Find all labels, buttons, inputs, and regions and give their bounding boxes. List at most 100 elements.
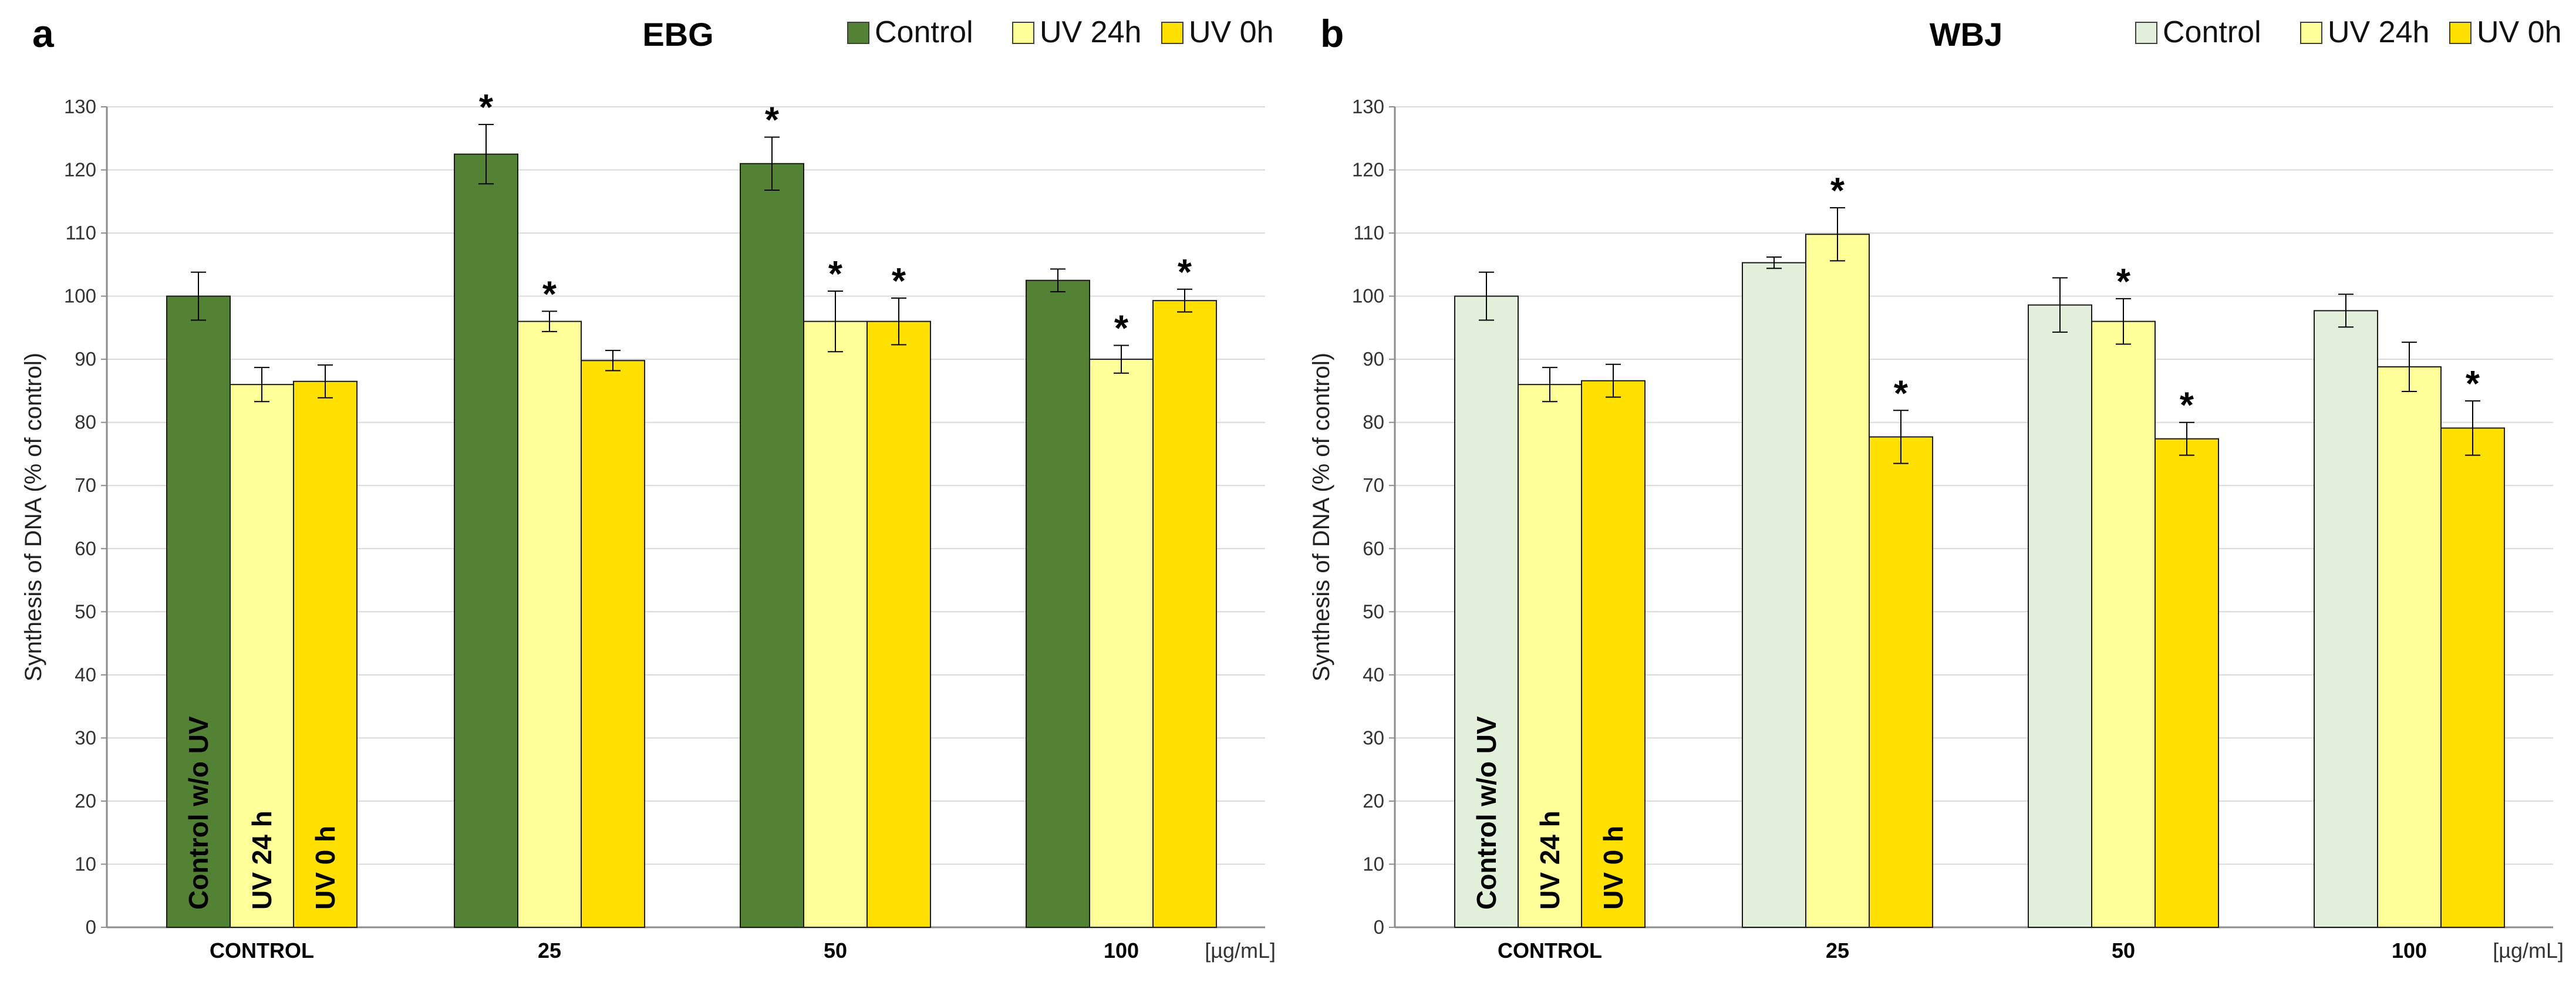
y-tick-label: 0	[1374, 916, 1384, 938]
bar-25-control	[1742, 262, 1806, 928]
bar-25-uv-0h	[1869, 436, 1933, 928]
significance-star: *	[2180, 386, 2194, 426]
x-category-label: CONTROL	[210, 938, 314, 963]
bar-50-uv-0h	[2154, 438, 2219, 928]
chart-svg-a: 0 10 20 30 40 50 60 70 80 90 100 110 120 130 Synthesis…	[21, 12, 1276, 963]
legend-label-uv-24h: UV 24h	[1040, 15, 1141, 49]
bar-25-control	[454, 153, 518, 928]
bar-100-uv-0h	[1152, 300, 1217, 928]
bar-50-uv-24h	[803, 320, 868, 928]
legend: Control UV 24h UV 0h	[2135, 15, 2562, 49]
bar-control-uv-0h	[1581, 380, 1646, 928]
y-tick-label: 40	[75, 664, 96, 686]
bar-50-control	[740, 163, 804, 928]
bar-50-uv-24h	[2091, 320, 2156, 928]
bar-control-control	[1454, 295, 1519, 928]
chart-panel-b: 0 10 20 30 40 50 60 70 80 90 100 110 120 130 Synthesis…	[1288, 0, 2576, 986]
y-axis-label: Synthesis of DNA (% of control)	[21, 353, 46, 681]
y-tick-label: 80	[75, 411, 96, 433]
significance-star: *	[2466, 364, 2480, 404]
legend-label-control: Control	[2163, 15, 2261, 49]
y-tick-label: 10	[75, 853, 96, 874]
significance-star: *	[542, 274, 557, 315]
y-tick-label: 70	[1363, 474, 1384, 496]
y-tick-label: 50	[1363, 600, 1384, 622]
x-category-label: 50	[2112, 938, 2135, 963]
y-tick-label: 30	[1363, 727, 1384, 748]
bar-100-uv-24h	[1089, 359, 1154, 928]
y-tick-label: 110	[1353, 222, 1384, 244]
bar-inner-label: UV 24 h	[247, 811, 277, 910]
y-tick-label: 120	[64, 159, 96, 181]
x-category-label: 25	[538, 938, 561, 963]
bar-control-uv-24h	[1518, 384, 1582, 928]
y-tick-label: 80	[1363, 411, 1384, 433]
y-tick-label: 0	[86, 916, 96, 938]
y-tick-label: 120	[1352, 159, 1384, 181]
y-tick-label: 60	[1363, 538, 1384, 559]
legend-label-uv-24h: UV 24h	[2328, 15, 2429, 49]
y-tick-label: 100	[1352, 285, 1384, 307]
significance-star: *	[1894, 373, 1909, 414]
panel-letter: b	[1320, 12, 1344, 55]
legend-swatch-control	[847, 22, 869, 44]
bar-inner-label: Control w/o UV	[183, 716, 214, 910]
y-tick-label: 110	[65, 222, 96, 244]
bar-inner-label: Control w/o UV	[1471, 716, 1502, 910]
legend-label-uv-0h: UV 0h	[2477, 15, 2562, 49]
bar-25-uv-24h	[1805, 234, 1870, 928]
chart-svg-b: 0 10 20 30 40 50 60 70 80 90 100 110 120 130 Synthesis…	[1309, 12, 2564, 963]
significance-star: *	[2116, 262, 2131, 302]
bar-50-control	[2028, 304, 2092, 928]
x-unit-label: [µg/mL]	[1205, 938, 1276, 963]
legend-swatch-uv-0h	[1161, 22, 1184, 44]
significance-star: *	[765, 100, 780, 141]
legend-swatch-uv-24h	[1012, 22, 1034, 44]
bar-100-uv-24h	[2377, 366, 2442, 928]
legend-swatch-uv-24h	[2300, 22, 2322, 44]
bar-inner-label: UV 24 h	[1535, 811, 1565, 910]
significance-star: *	[1178, 252, 1192, 293]
x-category-label: 100	[2392, 938, 2427, 963]
significance-star: *	[479, 87, 494, 128]
legend-label-control: Control	[875, 15, 973, 49]
y-tick-label: 20	[75, 790, 96, 812]
bar-25-uv-24h	[517, 320, 582, 928]
significance-star: *	[1830, 171, 1845, 211]
y-tick-label: 90	[1363, 348, 1384, 370]
y-tick-label: 90	[75, 348, 96, 370]
y-tick-label: 20	[1363, 790, 1384, 812]
legend: Control UV 24h UV 0h	[847, 15, 1274, 49]
significance-star: *	[1114, 308, 1129, 349]
y-tick-label: 130	[64, 96, 96, 117]
bar-100-control	[2314, 310, 2378, 928]
bar-control-uv-0h	[293, 380, 358, 928]
y-tick-label: 60	[75, 538, 96, 559]
significance-star: *	[892, 261, 906, 302]
bar-100-uv-0h	[2440, 427, 2505, 928]
significance-star: *	[828, 254, 843, 295]
legend-label-uv-0h: UV 0h	[1189, 15, 1274, 49]
x-category-label: 25	[1826, 938, 1849, 963]
legend-swatch-uv-0h	[2449, 22, 2472, 44]
bar-inner-label: UV 0 h	[310, 826, 340, 910]
bar-100-control	[1026, 279, 1090, 928]
legend-swatch-control	[2135, 22, 2157, 44]
bar-control-uv-24h	[230, 384, 294, 928]
y-tick-label: 50	[75, 600, 96, 622]
y-tick-label: 40	[1363, 664, 1384, 686]
x-category-label: 100	[1104, 938, 1139, 963]
y-tick-label: 130	[1352, 96, 1384, 117]
x-category-label: CONTROL	[1498, 938, 1602, 963]
chart-title: EBG	[642, 16, 713, 53]
y-tick-label: 100	[64, 285, 96, 307]
chart-title: WBJ	[1930, 16, 2002, 53]
y-tick-label: 30	[75, 727, 96, 748]
x-unit-label: [µg/mL]	[2493, 938, 2564, 963]
bar-control-control	[166, 295, 231, 928]
y-tick-label: 10	[1363, 853, 1384, 874]
bar-inner-label: UV 0 h	[1598, 826, 1628, 910]
panel-letter: a	[32, 12, 55, 55]
bar-25-uv-0h	[581, 360, 645, 928]
bar-50-uv-0h	[866, 320, 931, 928]
